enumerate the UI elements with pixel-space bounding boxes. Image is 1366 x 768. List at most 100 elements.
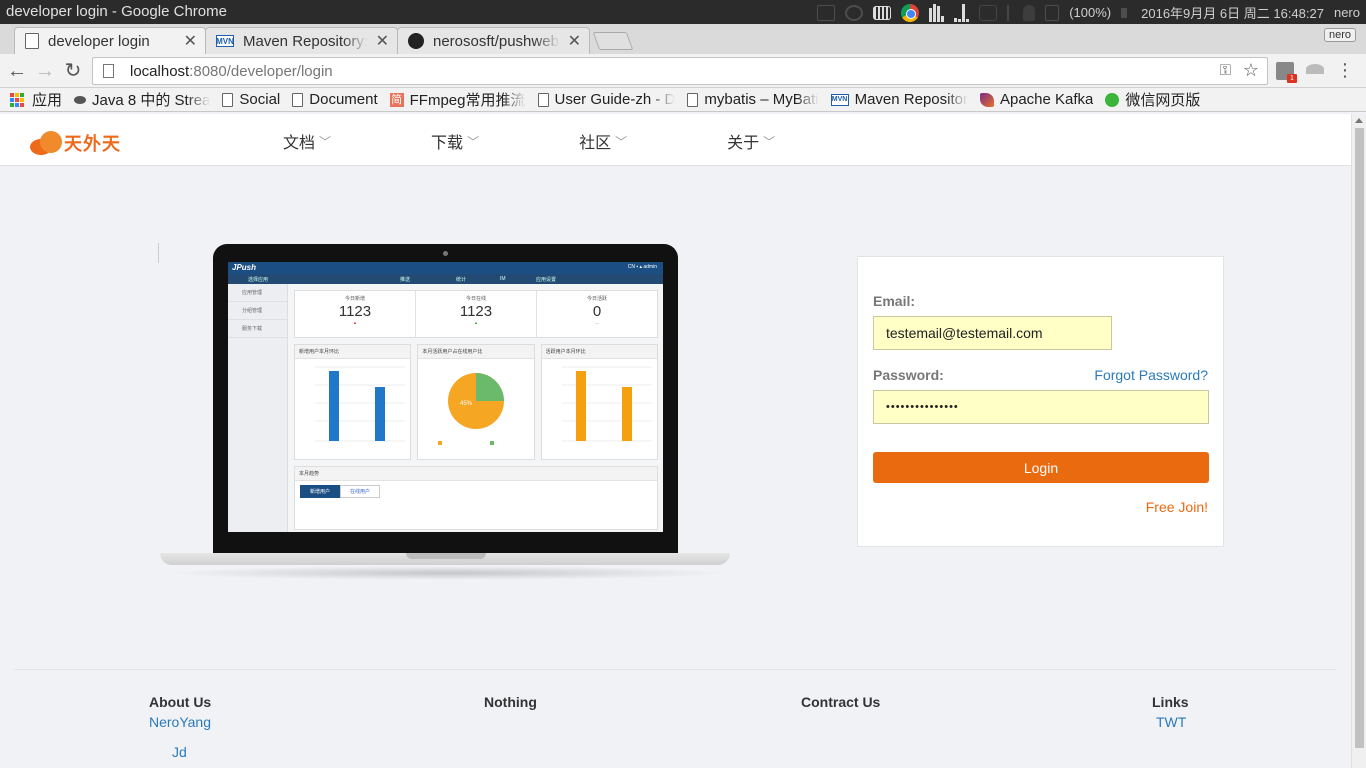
cpu-graph-icon[interactable] xyxy=(954,3,970,22)
bookmark-maven[interactable]: MVN Maven Repositor xyxy=(830,91,968,108)
apps-icon xyxy=(10,92,24,107)
mock-panel-bar-orange: 活跃用户本月环比 xyxy=(540,344,658,460)
bookmark-label: Social xyxy=(239,91,281,108)
mvn-icon: MVN xyxy=(830,93,849,106)
parachute-extension-icon[interactable] xyxy=(1306,64,1324,74)
network-icon[interactable] xyxy=(845,4,864,21)
footer-contract-title: Contract Us xyxy=(801,694,881,710)
hero-divider xyxy=(158,243,159,263)
tray-indicator-icon[interactable] xyxy=(979,4,998,21)
nav-label: 下载 xyxy=(431,135,464,152)
key-icon[interactable]: ⚿ xyxy=(1219,62,1231,79)
nav-label: 关于 xyxy=(727,135,760,152)
nav-item-download[interactable]: 下载 ﹀ xyxy=(431,129,479,153)
notification-icon[interactable] xyxy=(1023,4,1036,21)
page-info-icon[interactable] xyxy=(103,64,114,78)
battery-icon[interactable] xyxy=(1045,4,1060,21)
email-label: Email: xyxy=(873,293,916,309)
page-scrollbar[interactable] xyxy=(1351,114,1366,768)
chrome-icon[interactable] xyxy=(901,3,920,22)
footer-link-twt[interactable]: TWT xyxy=(1156,714,1187,730)
tab-maven-repository[interactable]: MVN Maven Repository: c ✕ xyxy=(205,27,398,54)
battery-percent: (100%) xyxy=(1069,5,1112,20)
forward-icon[interactable]: → xyxy=(35,60,55,82)
main-nav: 文档 ﹀ 下载 ﹀ 社区 ﹀ 关于 ﹀ xyxy=(283,129,875,153)
chevron-down-icon: ﹀ xyxy=(763,134,776,149)
dashboard-screenshot: JPush CN ▪ ▴ admin 选择应用 推送 统计 IM 应用设置 应用管理 分… xyxy=(228,262,663,532)
close-tab-icon[interactable]: ✕ xyxy=(567,33,581,50)
mock-bar-chart xyxy=(315,366,405,442)
clock[interactable]: 2016年9月月 6日 周二 16:48:27 xyxy=(1141,6,1324,21)
page-icon xyxy=(292,92,304,107)
kafka-icon xyxy=(979,92,994,107)
bookmark-star-icon[interactable]: ☆ xyxy=(1242,60,1259,80)
site-logo[interactable]: 天外天 xyxy=(30,130,121,156)
page-icon xyxy=(687,92,699,107)
forgot-password-link[interactable]: Forgot Password? xyxy=(1094,367,1208,383)
free-join-link[interactable]: Free Join! xyxy=(1145,499,1208,515)
system-monitor-icon[interactable] xyxy=(929,3,945,22)
java-icon xyxy=(74,95,87,104)
scroll-up-icon[interactable] xyxy=(1355,118,1363,123)
volume-icon[interactable] xyxy=(1121,7,1131,18)
github-icon xyxy=(408,33,424,49)
email-field[interactable] xyxy=(873,316,1112,350)
bookmark-user-guide[interactable]: User Guide-zh - D xyxy=(537,91,675,108)
laptop-shadow xyxy=(165,566,730,580)
page-icon xyxy=(25,33,39,49)
extension-icon[interactable]: 1 xyxy=(1276,62,1297,83)
nav-item-docs[interactable]: 文档 ﹀ xyxy=(283,129,331,153)
keyboard-icon[interactable] xyxy=(873,5,892,20)
bookmark-social[interactable]: Social xyxy=(222,91,280,108)
user-menu[interactable]: nero xyxy=(1333,5,1360,20)
tab-developer-login[interactable]: developer login ✕ xyxy=(14,27,206,54)
new-tab-button[interactable] xyxy=(592,32,634,50)
tab-github-pushweb[interactable]: nerososft/pushweb: ✕ xyxy=(397,27,590,54)
mock-pie-chart: 45% xyxy=(438,373,505,445)
window-title: developer login - Google Chrome xyxy=(6,3,227,20)
mock-panels: 新增用户本月环比 本月活跃用户占在线用户比 45% xyxy=(294,344,658,460)
bookmark-java8[interactable]: Java 8 中的 Strea xyxy=(74,89,210,110)
footer-link-neroyang[interactable]: NeroYang xyxy=(149,714,212,730)
page-icon xyxy=(537,92,549,107)
address-bar[interactable]: localhost:8080/developer/login ⚿ ☆ xyxy=(92,57,1268,85)
reload-icon[interactable]: ↻ xyxy=(64,60,82,82)
profile-button[interactable]: nero xyxy=(1323,28,1356,42)
tab-title: nerososft/pushweb: xyxy=(433,32,560,50)
footer-link-jd[interactable]: Jd xyxy=(172,744,187,760)
mock-panel-pie: 本月活跃用户占在线用户比 45% xyxy=(417,344,535,460)
close-tab-icon[interactable]: ✕ xyxy=(375,33,389,50)
back-icon[interactable]: ← xyxy=(7,60,27,82)
nav-item-community[interactable]: 社区 ﹀ xyxy=(579,129,627,153)
footer-nothing-title: Nothing xyxy=(484,694,537,710)
close-tab-icon[interactable]: ✕ xyxy=(183,33,197,50)
tray-app-icon[interactable] xyxy=(817,4,836,21)
system-tray: (100%) 2016年9月月 6日 周二 16:48:27 nero xyxy=(817,3,1360,22)
url-path: :8080/developer/login xyxy=(189,62,333,80)
bookmark-mybatis[interactable]: mybatis – MyBati xyxy=(687,91,819,108)
bookmark-label: FFmpeg常用推流 xyxy=(409,92,526,109)
nav-item-about[interactable]: 关于 ﹀ xyxy=(727,129,775,153)
login-button[interactable]: Login xyxy=(873,452,1209,483)
laptop-notch xyxy=(406,553,486,559)
scroll-thumb[interactable] xyxy=(1355,128,1364,748)
bookmark-kafka[interactable]: Apache Kafka xyxy=(979,91,1093,108)
laptop-base xyxy=(160,553,730,565)
os-top-bar: developer login - Google Chrome (100%) 2… xyxy=(0,0,1366,24)
mock-kpi: 今日新增 1123 ▲ xyxy=(295,291,416,337)
mvn-icon: MVN xyxy=(216,35,234,47)
mock-bar-chart xyxy=(561,366,652,442)
password-field[interactable] xyxy=(873,390,1209,424)
footer-about-title: About Us xyxy=(149,694,212,710)
bookmark-label: Document xyxy=(309,91,378,108)
chrome-menu-icon[interactable]: ⋮ xyxy=(1336,60,1354,80)
mock-main: 今日新增 1123 ▲ 今日在线 1123 ▲ 今日活跃 0— 新增用户本月环比 本月活跃… xyxy=(294,290,660,530)
bookmark-ffmpeg[interactable]: 简 FFmpeg常用推流 xyxy=(389,89,526,110)
bookmark-apps[interactable]: 应用 xyxy=(10,89,62,110)
cloud-logo-icon xyxy=(30,131,64,155)
chevron-down-icon: ﹀ xyxy=(467,134,480,149)
bookmark-wechat[interactable]: 微信网页版 xyxy=(1105,89,1200,110)
bookmark-document[interactable]: Document xyxy=(292,91,378,108)
bluetooth-icon[interactable] xyxy=(1007,4,1013,21)
mock-kpis: 今日新增 1123 ▲ 今日在线 1123 ▲ 今日活跃 0— xyxy=(294,290,658,338)
